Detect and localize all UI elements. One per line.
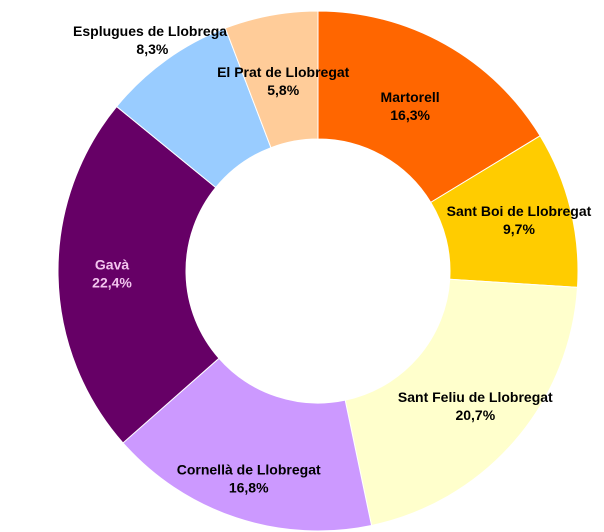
slice-label: Esplugues de Llobregat (73, 23, 232, 39)
slice (344, 278, 579, 527)
slice-value: 9,7% (503, 221, 535, 237)
slice-label: Sant Boi de Llobregat (447, 203, 592, 219)
slice-label: Gavà (95, 257, 129, 273)
slice-value: 8,3% (136, 41, 168, 57)
slice-value: 16,3% (390, 107, 430, 123)
slice-value: 22,4% (92, 275, 132, 291)
slice-label: Martorell (381, 89, 440, 105)
slice-value: 20,7% (455, 407, 495, 423)
slice-label: Cornellà de Llobregat (177, 462, 321, 478)
slice (317, 10, 541, 204)
slice-value: 5,8% (267, 82, 299, 98)
slice-label: El Prat de Llobregat (217, 64, 350, 80)
slice-value: 16,8% (229, 480, 269, 496)
slice (57, 105, 220, 444)
slice (224, 10, 319, 149)
slice (122, 357, 373, 532)
slice-label: Sant Feliu de Llobregat (398, 389, 553, 405)
